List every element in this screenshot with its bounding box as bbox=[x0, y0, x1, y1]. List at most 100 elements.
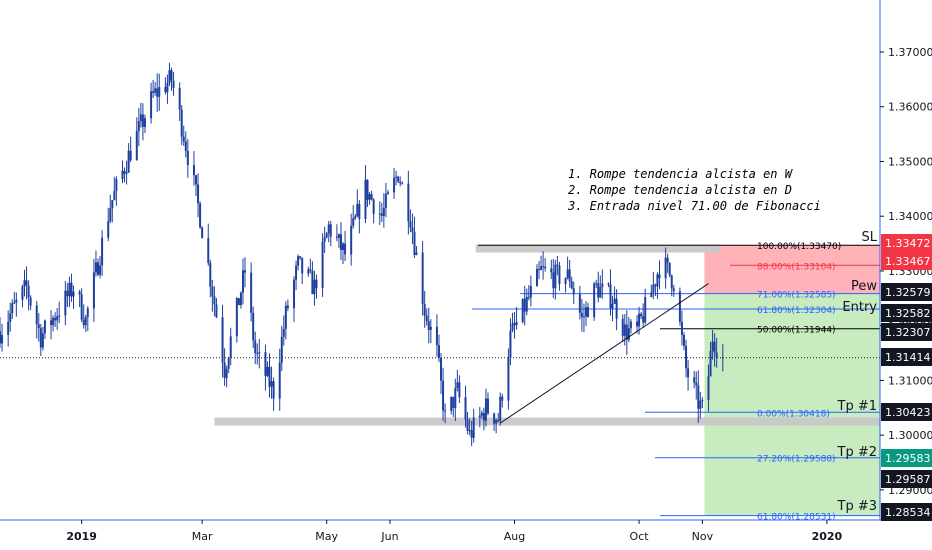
candle-216 bbox=[615, 289, 618, 331]
candle-213 bbox=[609, 269, 612, 316]
candle-body-248 bbox=[709, 351, 712, 377]
candle-55 bbox=[156, 73, 159, 113]
candle-210 bbox=[599, 275, 602, 298]
candle-109 bbox=[311, 261, 314, 295]
candle-body-144 bbox=[411, 227, 414, 232]
candle-body-218 bbox=[623, 324, 626, 336]
candle-body-213 bbox=[609, 284, 612, 309]
candle-95 bbox=[270, 366, 273, 399]
candle-170 bbox=[484, 388, 487, 427]
candle-body-11 bbox=[29, 297, 32, 306]
candlesticks bbox=[0, 62, 724, 447]
candle-175 bbox=[499, 392, 502, 426]
candle-57 bbox=[164, 77, 167, 95]
candle-body-133 bbox=[380, 213, 383, 216]
candle-body-78 bbox=[223, 362, 226, 379]
candle-body-178 bbox=[509, 330, 512, 358]
candle-137 bbox=[393, 167, 396, 199]
candle-body-217 bbox=[621, 318, 624, 336]
candle-189 bbox=[540, 255, 543, 271]
candle-body-226 bbox=[644, 297, 647, 323]
candle-body-174 bbox=[497, 419, 500, 422]
x-tick-label-1: Mar bbox=[192, 530, 213, 543]
candle-body-107 bbox=[307, 269, 310, 274]
candle-33 bbox=[94, 250, 97, 277]
candle-body-209 bbox=[597, 283, 600, 298]
candle-64 bbox=[182, 125, 185, 146]
candle-37 bbox=[107, 207, 110, 242]
candle-97 bbox=[278, 348, 281, 411]
price-tag-bg-4 bbox=[881, 323, 932, 341]
candle-body-67 bbox=[192, 165, 195, 176]
zone-2 bbox=[214, 417, 881, 426]
candle-body-181 bbox=[515, 321, 518, 326]
candle-body-14 bbox=[39, 328, 42, 348]
candle-164 bbox=[468, 418, 471, 436]
candle-173 bbox=[495, 418, 498, 434]
candle-body-84 bbox=[239, 292, 242, 306]
candle-body-105 bbox=[299, 256, 302, 258]
candle-body-94 bbox=[268, 366, 271, 387]
candle-body-13 bbox=[37, 324, 40, 329]
candle-body-24 bbox=[68, 282, 71, 297]
candle-body-142 bbox=[407, 183, 410, 222]
candle-body-153 bbox=[437, 345, 440, 358]
candle-116 bbox=[329, 220, 332, 247]
candle-122 bbox=[350, 213, 353, 266]
candle-193 bbox=[552, 259, 555, 299]
price-tag-bg-8 bbox=[881, 470, 932, 488]
candle-19 bbox=[54, 312, 57, 327]
candle-body-99 bbox=[282, 328, 285, 337]
candle-203 bbox=[580, 299, 583, 332]
level-tag-7: Tp #2 bbox=[837, 445, 878, 460]
candle-90 bbox=[256, 343, 259, 365]
candle-226 bbox=[644, 288, 647, 325]
candle-231 bbox=[658, 260, 661, 290]
candle-body-220 bbox=[627, 328, 630, 340]
candle-body-100 bbox=[284, 305, 287, 329]
candle-235 bbox=[670, 274, 673, 297]
candle-112 bbox=[321, 233, 324, 297]
candle-53 bbox=[152, 79, 155, 98]
candle-134 bbox=[382, 193, 385, 228]
candle-body-180 bbox=[513, 323, 516, 326]
candle-201 bbox=[572, 281, 575, 304]
candle-110 bbox=[313, 270, 316, 306]
candle-body-9 bbox=[25, 280, 28, 286]
candle-body-225 bbox=[642, 316, 645, 323]
candle-body-103 bbox=[295, 265, 298, 280]
price-tag-6: 1.30423 bbox=[885, 406, 931, 419]
candle-body-145 bbox=[413, 231, 416, 255]
candle-152 bbox=[435, 314, 438, 357]
candle-3 bbox=[9, 302, 12, 332]
level-tag-3: Entry bbox=[842, 300, 877, 315]
candle-body-88 bbox=[252, 312, 255, 341]
level-tag-2: Pew bbox=[851, 279, 877, 294]
candle-body-113 bbox=[323, 237, 326, 242]
candle-29 bbox=[82, 304, 85, 329]
candle-54 bbox=[154, 81, 157, 96]
candle-214 bbox=[611, 295, 614, 322]
level-tag-6: Tp #1 bbox=[837, 399, 878, 414]
candle-body-93 bbox=[266, 366, 269, 376]
candle-239 bbox=[682, 332, 685, 351]
candle-body-12 bbox=[35, 305, 38, 325]
candle-149 bbox=[425, 308, 428, 326]
price-tag-bg-0 bbox=[881, 234, 932, 252]
candle-body-238 bbox=[680, 321, 683, 335]
candle-body-20 bbox=[56, 316, 59, 321]
candle-91 bbox=[258, 339, 261, 369]
candle-body-212 bbox=[607, 283, 610, 285]
candle-139 bbox=[397, 175, 400, 183]
candle-180 bbox=[513, 312, 516, 339]
candle-42 bbox=[121, 160, 124, 184]
fib-label-4: 50.00%(1.31944) bbox=[757, 326, 836, 336]
candle-132 bbox=[378, 201, 381, 225]
candle-body-141 bbox=[401, 183, 404, 185]
candle-4 bbox=[11, 299, 14, 319]
candle-100 bbox=[284, 301, 287, 340]
candle-body-53 bbox=[152, 91, 155, 93]
candle-body-154 bbox=[440, 357, 443, 381]
y-tick-label-3: 1.34000 bbox=[888, 210, 932, 223]
